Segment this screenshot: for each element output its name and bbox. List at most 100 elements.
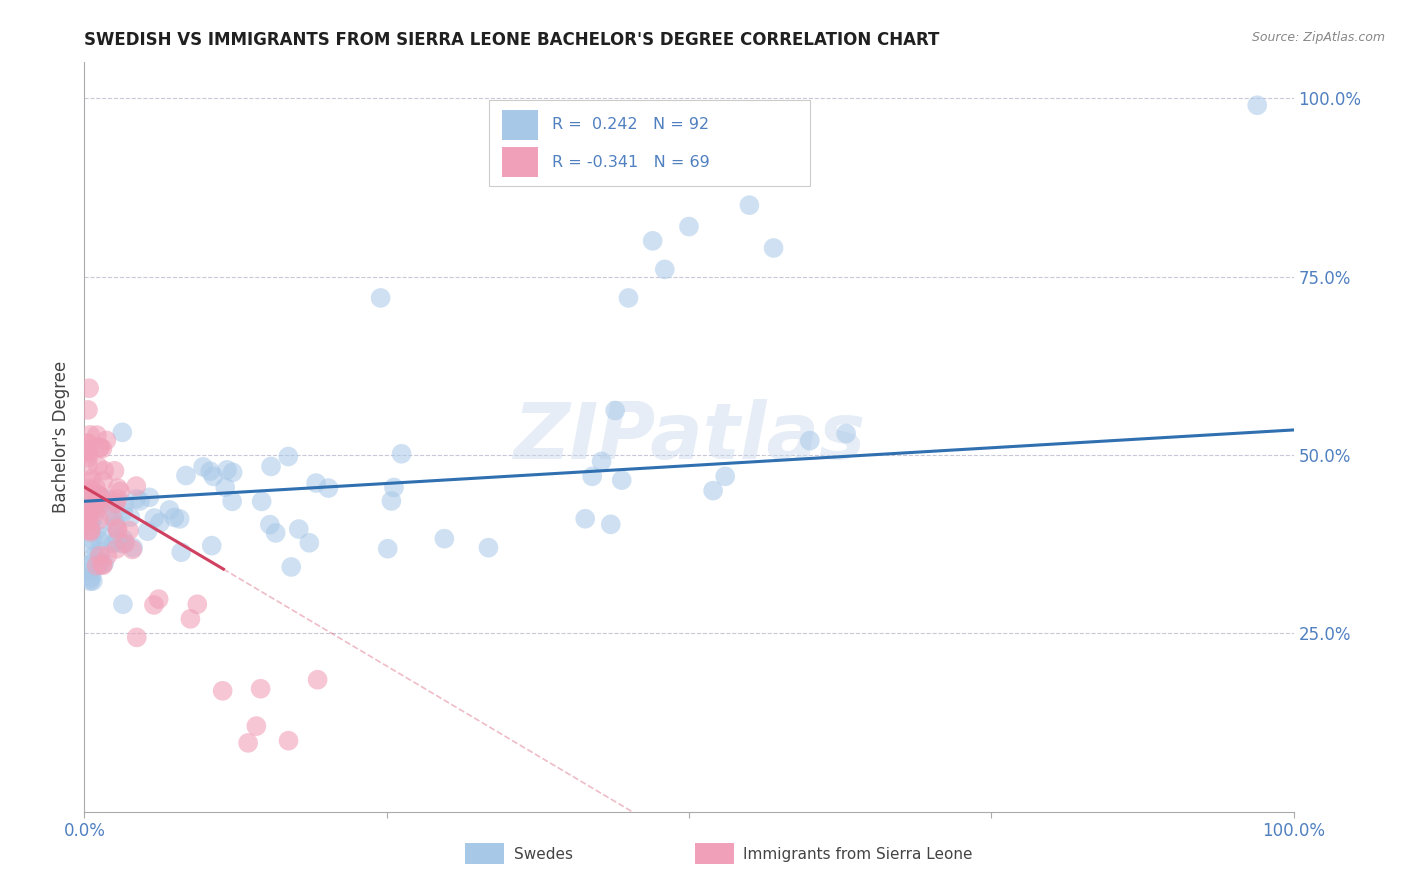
Point [77, 381, 100, 395]
Point [111, 597, 134, 611]
Point [149, 516, 172, 530]
Point [186, 597, 208, 611]
FancyBboxPatch shape [502, 110, 538, 140]
FancyBboxPatch shape [695, 843, 734, 864]
Point [93, 556, 115, 570]
Point [93, 530, 115, 544]
Point [125, 479, 148, 493]
Point [318, 481, 340, 495]
Point [82, 574, 104, 588]
Point [377, 541, 399, 556]
Point [79, 574, 101, 589]
Y-axis label: Bachelor's Degree: Bachelor's Degree [52, 361, 70, 513]
Point [89, 549, 111, 563]
Point [83, 548, 105, 562]
Text: Source: ZipAtlas.com: Source: ZipAtlas.com [1251, 31, 1385, 45]
Point [98, 498, 121, 512]
Point [86, 522, 108, 536]
Text: Immigrants from Sierra Leone: Immigrants from Sierra Leone [744, 847, 973, 862]
Point [103, 464, 125, 478]
Point [605, 403, 627, 417]
Point [79, 538, 101, 552]
Point [714, 469, 737, 483]
Point [617, 291, 640, 305]
Point [89, 544, 111, 558]
Point [236, 736, 259, 750]
Point [122, 541, 145, 555]
Point [125, 631, 148, 645]
Point [174, 468, 197, 483]
Point [77, 458, 100, 473]
Point [90, 491, 112, 505]
Point [307, 673, 329, 687]
Point [77, 436, 100, 450]
Point [79, 564, 101, 578]
Point [169, 512, 191, 526]
Point [80, 557, 103, 571]
Point [105, 496, 128, 510]
Point [108, 484, 131, 499]
Point [77, 482, 100, 496]
Point [591, 454, 613, 468]
Point [298, 536, 321, 550]
Text: SWEDISH VS IMMIGRANTS FROM SIERRA LEONE BACHELOR'S DEGREE CORRELATION CHART: SWEDISH VS IMMIGRANTS FROM SIERRA LEONE … [84, 31, 939, 49]
Point [107, 532, 129, 546]
Point [610, 473, 633, 487]
Point [89, 441, 111, 455]
Point [382, 480, 405, 494]
Point [84, 480, 107, 494]
Point [80, 523, 103, 537]
Point [97, 492, 120, 507]
Point [148, 592, 170, 607]
Point [82, 511, 104, 525]
Point [82, 500, 104, 514]
Point [201, 539, 224, 553]
Point [1246, 98, 1268, 112]
Point [104, 514, 127, 528]
Text: Swedes: Swedes [513, 847, 572, 862]
Point [163, 510, 186, 524]
Point [84, 498, 107, 512]
Point [143, 511, 166, 525]
Point [581, 469, 603, 483]
Point [79, 572, 101, 586]
Point [259, 517, 281, 532]
Point [111, 537, 134, 551]
Point [215, 463, 238, 477]
Point [125, 491, 148, 506]
Point [574, 512, 596, 526]
Point [79, 517, 101, 532]
Point [762, 241, 785, 255]
Point [678, 219, 700, 234]
Point [702, 483, 724, 498]
Point [142, 598, 165, 612]
FancyBboxPatch shape [465, 843, 503, 864]
Point [112, 505, 135, 519]
Point [477, 541, 499, 555]
Point [77, 475, 100, 489]
Point [89, 489, 111, 503]
FancyBboxPatch shape [502, 147, 538, 178]
Point [179, 612, 201, 626]
Point [835, 426, 858, 441]
Point [97, 505, 120, 519]
Point [264, 525, 287, 540]
Point [83, 485, 105, 500]
Point [799, 434, 821, 448]
Point [77, 508, 100, 522]
Point [654, 262, 676, 277]
Point [80, 472, 103, 486]
Point [80, 523, 103, 537]
Point [86, 558, 108, 573]
Point [214, 480, 236, 494]
Point [245, 719, 267, 733]
Point [104, 518, 127, 533]
Point [433, 532, 456, 546]
Point [83, 506, 105, 520]
Point [87, 555, 110, 569]
Point [87, 459, 110, 474]
Point [136, 524, 159, 538]
Point [211, 683, 233, 698]
Point [391, 447, 413, 461]
Point [96, 549, 118, 563]
